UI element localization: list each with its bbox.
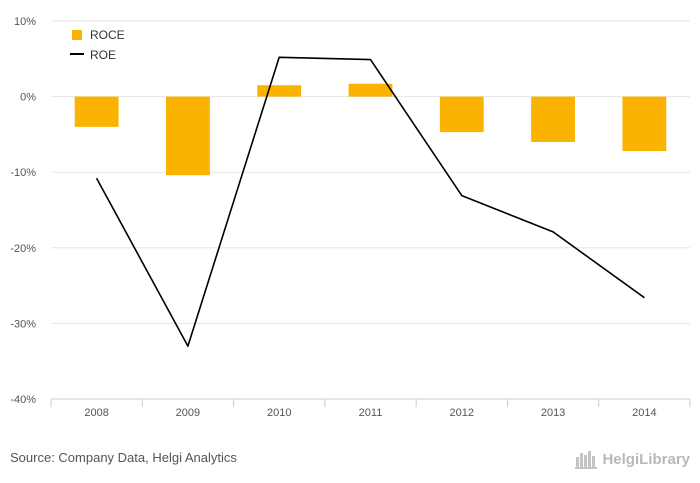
y-tick-label: 10%	[14, 16, 36, 28]
roce-bar-2009[interactable]	[166, 96, 210, 176]
x-tick-label: 2014	[632, 407, 656, 419]
grid-lines	[51, 20, 690, 324]
roce-bar-2010[interactable]	[257, 85, 302, 97]
y-axis-tick-labels: 10% 0% -10% -20% -30% -40%	[10, 16, 36, 406]
roce-bar-2011[interactable]	[348, 83, 393, 97]
x-tick-label: 2012	[450, 407, 474, 419]
source-note: Source: Company Data, Helgi Analytics	[10, 450, 237, 465]
legend-item-roe[interactable]: ROE	[70, 48, 116, 62]
roce-bar-2012[interactable]	[439, 96, 484, 133]
brand-logo[interactable]: HelgiLibrary	[575, 448, 690, 470]
y-tick-label: -30%	[10, 318, 36, 330]
legend: ROCE ROE	[70, 28, 125, 62]
roce-bar-2008[interactable]	[74, 96, 119, 127]
y-tick-label: -20%	[10, 243, 36, 255]
roe-point-2008[interactable]	[94, 175, 100, 181]
y-tick-label: 0%	[20, 92, 36, 104]
roce-bar-2014[interactable]	[622, 96, 667, 152]
x-axis: 2008 2009 2010 2011 2012 2013 2014	[50, 398, 691, 419]
roe-point-2014[interactable]	[641, 295, 647, 301]
brand-name: HelgiLibrary	[602, 450, 690, 468]
roe-line	[94, 54, 647, 349]
roe-point-2012[interactable]	[459, 193, 465, 199]
legend-item-roce[interactable]: ROCE	[72, 28, 125, 42]
roce-bar-2013[interactable]	[531, 96, 575, 142]
y-tick-label: -10%	[10, 167, 36, 179]
x-tick-label: 2011	[359, 407, 383, 419]
roe-series-line[interactable]	[95, 56, 645, 347]
roe-point-2011[interactable]	[368, 57, 374, 63]
legend-roce-swatch	[72, 30, 82, 40]
library-logo-icon	[575, 451, 598, 469]
roe-point-2009[interactable]	[185, 343, 191, 349]
roce-bars	[74, 83, 667, 176]
x-tick-label: 2013	[541, 407, 565, 419]
x-tick-label: 2008	[84, 407, 108, 419]
y-tick-label: -40%	[10, 394, 36, 406]
roe-point-2010[interactable]	[276, 54, 282, 60]
roe-point-2013[interactable]	[550, 229, 556, 235]
x-tick-label: 2009	[176, 407, 200, 419]
legend-roce-label: ROCE	[90, 28, 125, 42]
x-tick-label: 2010	[267, 407, 291, 419]
legend-roe-label: ROE	[90, 48, 116, 62]
